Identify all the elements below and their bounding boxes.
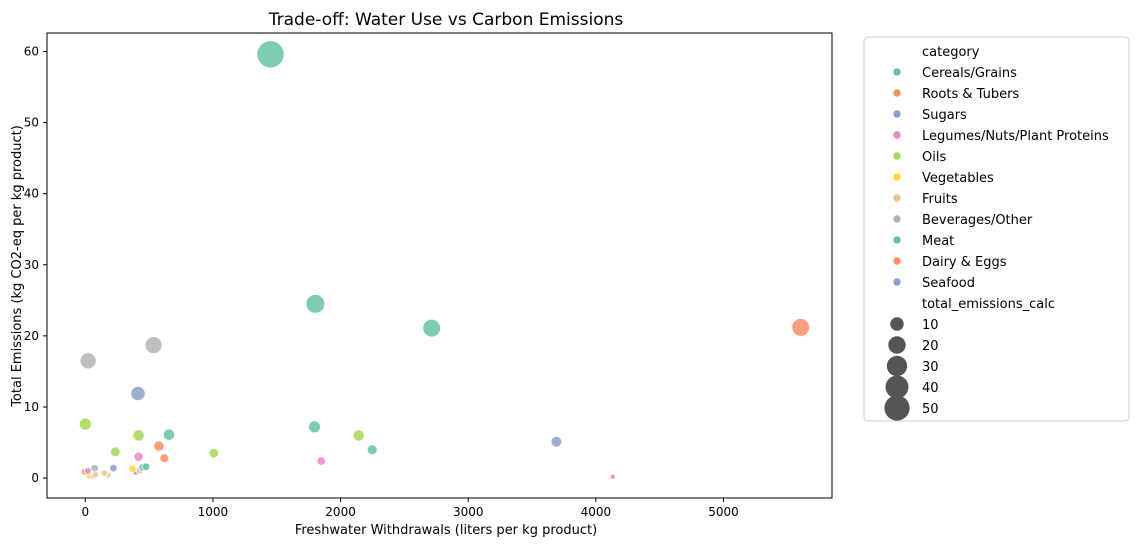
legend-label: Legumes/Nuts/Plant Proteins <box>922 129 1109 144</box>
legend: category Cereals/Grains Roots & Tubers Sug… <box>863 36 1130 422</box>
data-point <box>256 40 285 69</box>
x-axis: 0 1000 2000 3000 4000 5000 <box>81 498 739 519</box>
legend-label: Sugars <box>922 108 967 123</box>
y-tick-label: 60 <box>24 44 39 58</box>
legend-frame <box>863 36 1130 422</box>
legend-size-label: 20 <box>922 339 939 354</box>
data-point <box>550 435 563 448</box>
legend-size-label: 10 <box>922 318 939 333</box>
y-tick-label: 30 <box>24 258 39 272</box>
data-point <box>159 453 170 464</box>
legend-label: Beverages/Other <box>922 213 1033 228</box>
x-tick-label: 1000 <box>198 505 229 519</box>
x-tick-label: 0 <box>81 505 89 519</box>
data-point <box>305 294 326 314</box>
legend-marker <box>892 130 902 140</box>
data-point <box>316 456 326 466</box>
legend-marker <box>892 109 902 119</box>
y-tick-label: 20 <box>24 329 39 343</box>
legend-size-label: 50 <box>922 402 939 417</box>
y-tick-label: 10 <box>24 400 39 414</box>
data-point <box>109 463 118 473</box>
plot-frame <box>46 32 833 499</box>
data-point <box>130 385 146 402</box>
data-point <box>366 444 378 456</box>
legend-label: Seafood <box>922 276 975 291</box>
plot-area <box>46 32 833 499</box>
x-tick-label: 5000 <box>708 505 739 519</box>
data-point <box>162 428 176 441</box>
legend-label: Cereals/Grains <box>922 66 1017 81</box>
data-point <box>352 429 365 442</box>
y-tick-label: 50 <box>24 116 39 130</box>
x-tick-label: 4000 <box>581 505 612 519</box>
data-point <box>208 448 220 459</box>
data-point <box>100 469 109 477</box>
legend-hue-title: category <box>922 45 980 60</box>
data-point <box>133 451 144 462</box>
legend-size-marker <box>888 336 906 354</box>
legend-marker <box>892 193 902 203</box>
data-point <box>308 420 321 434</box>
data-point <box>110 446 121 458</box>
legend-marker <box>892 88 902 98</box>
x-tick-label: 2000 <box>325 505 356 519</box>
legend-label: Oils <box>922 150 946 165</box>
legend-size-marker <box>885 375 909 399</box>
legend-marker <box>892 151 902 161</box>
legend-label: Dairy & Eggs <box>922 255 1007 270</box>
legend-label: Fruits <box>922 192 958 207</box>
legend-size-title: total_emissions_calc <box>922 297 1055 312</box>
legend-marker <box>892 277 902 287</box>
legend-hue-items: Cereals/Grains Roots & Tubers Sugars Legume… <box>892 66 1109 291</box>
data-point <box>422 318 442 338</box>
data-point <box>153 440 165 452</box>
legend-marker <box>892 67 902 77</box>
legend-size-marker <box>886 355 908 377</box>
data-point <box>83 467 92 475</box>
legend-size-items: 10 20 30 40 50 <box>884 317 939 421</box>
legend-size-label: 30 <box>922 360 939 375</box>
x-axis-label: Freshwater Withdrawals (liters per kg pr… <box>295 523 597 538</box>
legend-marker <box>892 172 902 182</box>
legend-size-label: 40 <box>922 381 939 396</box>
data-point <box>92 470 100 478</box>
legend-marker <box>892 214 902 224</box>
legend-marker <box>892 256 902 266</box>
legend-label: Meat <box>922 234 954 249</box>
legend-size-marker <box>884 395 910 421</box>
y-axis-label: Total Emissions (kg CO2-eq per kg produc… <box>10 125 25 408</box>
chart-title: Trade-off: Water Use vs Carbon Emissions <box>268 10 624 30</box>
legend-size-marker <box>890 317 904 331</box>
data-point <box>78 417 92 431</box>
legend-label: Roots & Tubers <box>922 87 1019 102</box>
data-point <box>791 318 810 337</box>
x-tick-label: 3000 <box>453 505 484 519</box>
data-point <box>79 352 97 370</box>
data-point <box>144 336 163 355</box>
y-axis: 0 10 20 30 40 50 60 <box>24 44 47 485</box>
data-point <box>128 464 137 473</box>
data-point <box>132 429 145 442</box>
data-point <box>609 473 616 480</box>
y-tick-label: 40 <box>24 187 39 201</box>
data-point <box>90 463 99 473</box>
legend-marker <box>892 235 902 245</box>
legend-label: Vegetables <box>922 171 994 186</box>
y-tick-label: 0 <box>31 471 39 485</box>
data-point <box>141 462 151 472</box>
